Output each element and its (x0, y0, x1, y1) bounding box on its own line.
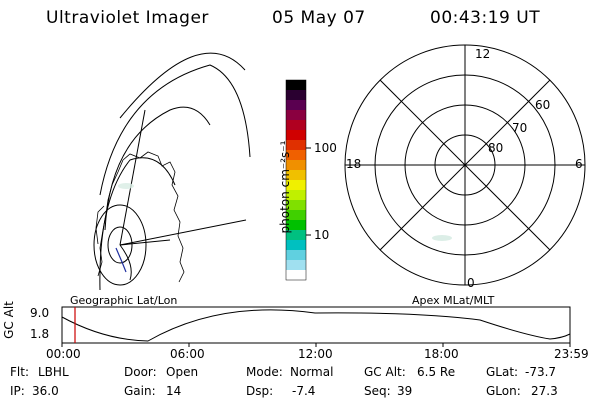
colorbar-tick-10: 10 (314, 228, 330, 242)
observation-time: 00:43:19 UT (430, 8, 541, 28)
mlt-label-12: 12 (475, 47, 491, 61)
colorbar-band (286, 240, 306, 251)
mode-value: Normal (290, 365, 334, 379)
mlt-label-0: 0 (467, 276, 475, 290)
gain-value: 14 (166, 384, 182, 398)
mlat-label-80: 80 (488, 141, 504, 155)
dsp-value: -7.4 (292, 384, 316, 398)
mlt-label-6: 6 (575, 157, 583, 171)
gc-alt-label: GC Alt: (364, 365, 406, 379)
colorbar-band (286, 130, 306, 141)
dsp-label: Dsp: (246, 384, 274, 398)
glat-value: -73.7 (525, 365, 557, 379)
timeline-y-tick-max: 9.0 (30, 306, 50, 320)
mlat-label-60: 60 (535, 98, 551, 112)
glat-label: GLat: (486, 365, 519, 379)
colorbar-band (286, 230, 306, 241)
colorbar-band (286, 140, 306, 151)
timeline-x-tick: 06:00 (170, 347, 205, 361)
colorbar-band (286, 120, 306, 131)
colorbar-band (286, 170, 306, 181)
timeline-y-tick-min: 1.8 (30, 327, 50, 341)
colorbar-band (286, 270, 306, 281)
colorbar-band (286, 200, 306, 211)
polar-caption: Apex MLat/MLT (412, 294, 495, 307)
filter-label: Flt: (10, 365, 29, 379)
colorbar-band (286, 190, 306, 201)
mlt-label-18: 18 (346, 157, 362, 171)
colorbar-band (286, 210, 306, 221)
timeline-x-tick: 18:00 (424, 347, 459, 361)
timeline-y-title: GC Alt (2, 301, 16, 339)
door-label: Door: (124, 365, 157, 379)
mode-label: Mode: (246, 365, 283, 379)
colorbar-band (286, 250, 306, 261)
colorbar-band (286, 260, 306, 271)
seq-value: 39 (397, 384, 413, 398)
observation-date: 05 May 07 (272, 8, 366, 28)
glon-value: 27.3 (531, 384, 558, 398)
timeline-x-tick: 23:59 (554, 347, 589, 361)
gc-alt-value: 6.5 Re (417, 365, 456, 379)
door-value: Open (166, 365, 199, 379)
mlat-label-70: 70 (512, 121, 528, 135)
colorbar-band (286, 80, 306, 91)
colorbar-band (286, 220, 306, 231)
timeline-x-tick: 12:00 (298, 347, 333, 361)
colorbar-band (286, 90, 306, 101)
colorbar-band (286, 180, 306, 191)
geographic-caption: Geographic Lat/Lon (70, 294, 178, 307)
ip-label: IP: (10, 384, 25, 398)
colorbar-band (286, 100, 306, 111)
colorbar-tick-100: 100 (314, 141, 337, 155)
colorbar-band (286, 160, 306, 171)
timeline-x-tick: 00:00 (46, 347, 81, 361)
colorbar-band (286, 110, 306, 121)
ip-value: 36.0 (32, 384, 59, 398)
gain-label: Gain: (124, 384, 156, 398)
filter-value: LBHL (38, 365, 69, 379)
glon-label: GLon: (486, 384, 521, 398)
colorbar-band (286, 150, 306, 161)
seq-label: Seq: (364, 384, 391, 398)
instrument-title: Ultraviolet Imager (46, 8, 209, 28)
